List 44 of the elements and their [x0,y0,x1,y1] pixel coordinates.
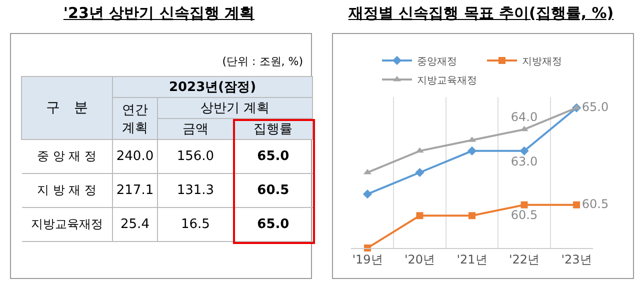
text: 217.1 [116,183,154,198]
legend-label: 중앙재정 [417,56,457,68]
text: 65.0 [257,217,290,232]
data-label: 60.5 [510,208,538,222]
data-label: 63.0 [510,154,538,168]
point [468,212,476,220]
chart-title: 재정별 신속집행 목표 추이(집행률, %) [347,4,615,23]
point [520,201,528,208]
category-label: 금액 [158,118,234,140]
data-label: 64.0 [510,110,538,124]
text: 240.0 [116,149,154,164]
point [416,212,424,220]
point [362,190,372,199]
text: 상반기 계획 [158,98,312,118]
text: 60.5 [257,183,290,198]
text: (단위 : 조원, %) [222,54,303,69]
text: 156.0 [176,149,214,164]
data-label: 60.5 [582,196,609,211]
text: 16.5 [180,217,210,232]
x-tick-label: '22년 [508,252,540,266]
text: 구 분 [22,76,112,140]
text: 65.0 [257,149,290,164]
point [573,201,580,208]
legend-label: 지방교육재정 [417,75,477,86]
x-tick-label: '20년 [404,252,436,266]
x-tick-label: '23년 [561,252,592,266]
text: 25.4 [120,217,150,232]
point [415,168,424,178]
category-label: 지 방 재 정 [37,183,96,197]
point [467,146,477,156]
x-tick-label: '21년 [456,252,488,266]
text: 131.3 [176,183,214,198]
category-label: 집행률 [233,118,312,140]
category-label: 중 앙 재 정 [37,149,96,163]
category-label: 연간 계획 [112,98,158,140]
legend-label: 지방재정 [522,56,562,68]
point [520,146,529,156]
text: '23년 상반기 신속집행 계획 [62,4,256,23]
x-tick-label: '19년 [352,252,383,266]
text: 2023년(잠정) [112,76,312,98]
point [416,147,424,153]
point [520,126,528,132]
data-label: 65.0 [582,100,609,114]
category-label: 지방교육재정 [30,217,103,231]
